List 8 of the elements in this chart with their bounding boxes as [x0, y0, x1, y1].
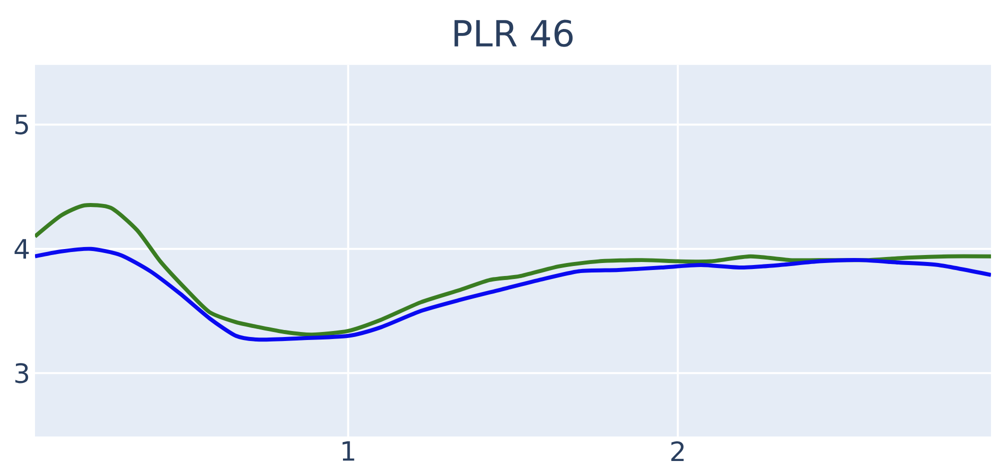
- y-tick-label: 5: [15, 114, 28, 135]
- line-series: [34, 247, 992, 342]
- y-tick-label: 4: [14, 239, 29, 259]
- line-series: [34, 203, 992, 337]
- x-tick-label: 1: [342, 442, 354, 461]
- chart-title: PLR 46: [454, 20, 573, 48]
- y-tick-label: 3: [15, 363, 28, 384]
- x-tick-label: 2: [671, 442, 684, 462]
